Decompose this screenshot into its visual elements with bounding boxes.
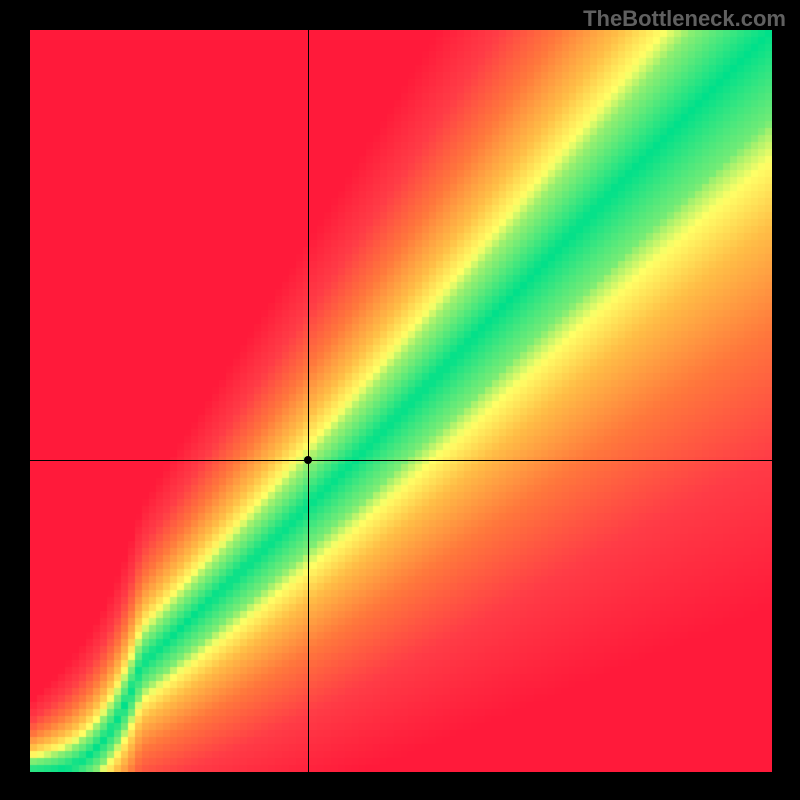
crosshair-vertical <box>308 30 309 772</box>
watermark-text: TheBottleneck.com <box>583 6 786 32</box>
marker-dot <box>304 456 312 464</box>
heatmap-canvas <box>30 30 772 772</box>
chart-container: TheBottleneck.com <box>0 0 800 800</box>
crosshair-horizontal <box>30 460 772 461</box>
heatmap-area <box>30 30 772 772</box>
